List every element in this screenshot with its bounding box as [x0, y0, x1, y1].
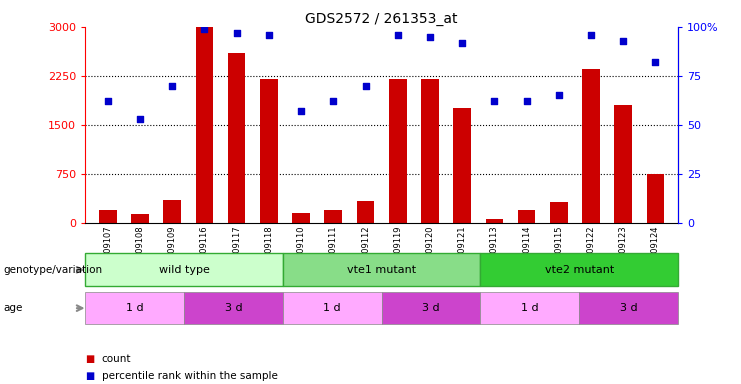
Bar: [382, 292, 480, 324]
Bar: [485, 220, 503, 223]
Text: age: age: [4, 303, 23, 313]
Point: [263, 31, 275, 38]
Bar: [260, 79, 278, 223]
Point: [102, 98, 113, 104]
Bar: [131, 214, 149, 223]
Title: GDS2572 / 261353_at: GDS2572 / 261353_at: [305, 12, 458, 26]
Point: [134, 116, 146, 122]
Text: vte2 mutant: vte2 mutant: [545, 265, 614, 275]
Point: [359, 83, 371, 89]
Bar: [184, 292, 283, 324]
Point: [328, 98, 339, 104]
Bar: [227, 53, 245, 223]
Point: [295, 108, 307, 114]
Bar: [480, 253, 678, 286]
Text: ■: ■: [85, 354, 94, 364]
Point: [199, 26, 210, 32]
Text: wild type: wild type: [159, 265, 210, 275]
Point: [488, 98, 500, 104]
Point: [230, 30, 242, 36]
Text: 1 d: 1 d: [126, 303, 144, 313]
Point: [166, 83, 178, 89]
Bar: [550, 202, 568, 223]
Point: [617, 38, 629, 44]
Bar: [196, 27, 213, 223]
Point: [650, 59, 662, 65]
Point: [521, 98, 533, 104]
Bar: [614, 105, 632, 223]
Text: vte1 mutant: vte1 mutant: [347, 265, 416, 275]
Bar: [518, 210, 536, 223]
Bar: [480, 292, 579, 324]
Bar: [579, 292, 678, 324]
Point: [585, 31, 597, 38]
Text: 3 d: 3 d: [619, 303, 637, 313]
Text: 1 d: 1 d: [323, 303, 341, 313]
Text: percentile rank within the sample: percentile rank within the sample: [102, 371, 277, 381]
Text: count: count: [102, 354, 131, 364]
Text: 3 d: 3 d: [225, 303, 242, 313]
Bar: [582, 70, 600, 223]
Bar: [163, 200, 181, 223]
Bar: [85, 253, 283, 286]
Bar: [283, 253, 480, 286]
Point: [392, 31, 404, 38]
Point: [424, 34, 436, 40]
Point: [553, 92, 565, 98]
Point: [456, 40, 468, 46]
Bar: [647, 174, 665, 223]
Bar: [453, 109, 471, 223]
Bar: [292, 213, 310, 223]
Bar: [99, 210, 116, 223]
Bar: [325, 210, 342, 223]
Text: ■: ■: [85, 371, 94, 381]
Text: 1 d: 1 d: [521, 303, 539, 313]
Bar: [356, 201, 374, 223]
Bar: [421, 79, 439, 223]
Text: genotype/variation: genotype/variation: [4, 265, 103, 275]
Bar: [283, 292, 382, 324]
Bar: [85, 292, 184, 324]
Bar: [389, 79, 407, 223]
Text: 3 d: 3 d: [422, 303, 440, 313]
